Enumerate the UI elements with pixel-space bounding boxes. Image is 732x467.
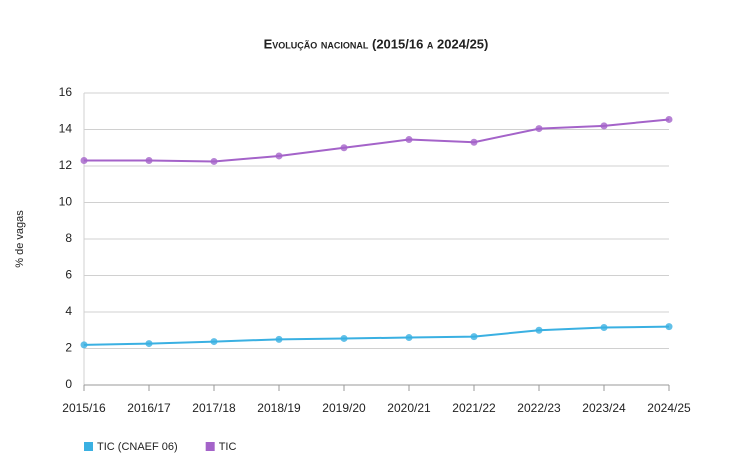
point bbox=[665, 115, 673, 123]
y-tick-label: 6 bbox=[65, 268, 72, 282]
x-tick-label: 2021/22 bbox=[452, 401, 496, 415]
point bbox=[145, 340, 153, 348]
x-tick-label: 2016/17 bbox=[127, 401, 171, 415]
point bbox=[80, 341, 88, 349]
point bbox=[665, 323, 673, 331]
point bbox=[405, 136, 413, 144]
point bbox=[340, 144, 348, 152]
legend-swatch bbox=[205, 442, 215, 451]
point bbox=[600, 324, 608, 332]
point bbox=[600, 122, 608, 130]
y-tick-label: 12 bbox=[59, 158, 73, 172]
point bbox=[210, 157, 218, 165]
y-tick-label: 2 bbox=[65, 341, 72, 355]
x-tick-label: 2018/19 bbox=[257, 401, 301, 415]
point bbox=[145, 157, 153, 165]
point bbox=[405, 334, 413, 342]
series-line bbox=[83, 325, 670, 346]
legend-label: TIC bbox=[219, 441, 237, 453]
point bbox=[535, 125, 543, 133]
y-tick-label: 14 bbox=[59, 122, 73, 136]
y-tick-label: 16 bbox=[59, 85, 73, 99]
x-tick-label: 2020/21 bbox=[387, 401, 431, 415]
point bbox=[210, 338, 218, 346]
x-tick-label: 2024/25 bbox=[647, 401, 691, 415]
x-tick-label: 2015/16 bbox=[62, 401, 106, 415]
x-tick-label: 2017/18 bbox=[192, 401, 236, 415]
chart-title: Evolução nacional (2015/16 a 2024/25) bbox=[264, 36, 489, 51]
point bbox=[275, 152, 283, 160]
y-tick-label: 10 bbox=[59, 195, 73, 209]
legend-label: TIC (CNAEF 06) bbox=[97, 441, 178, 453]
point bbox=[80, 157, 88, 165]
series-line bbox=[84, 118, 670, 163]
x-tick-label: 2023/24 bbox=[582, 401, 626, 415]
point bbox=[340, 334, 348, 342]
point bbox=[470, 138, 478, 146]
legend-swatch bbox=[84, 442, 93, 451]
y-tick-label: 0 bbox=[65, 377, 72, 391]
y-tick-label: 4 bbox=[65, 304, 72, 318]
point bbox=[275, 335, 283, 343]
point bbox=[470, 333, 478, 341]
x-tick-label: 2019/20 bbox=[322, 401, 366, 415]
y-axis-label: % de vagas bbox=[14, 210, 26, 268]
x-tick-label: 2022/23 bbox=[517, 401, 561, 415]
point bbox=[535, 326, 543, 334]
y-tick-label: 8 bbox=[65, 231, 72, 245]
